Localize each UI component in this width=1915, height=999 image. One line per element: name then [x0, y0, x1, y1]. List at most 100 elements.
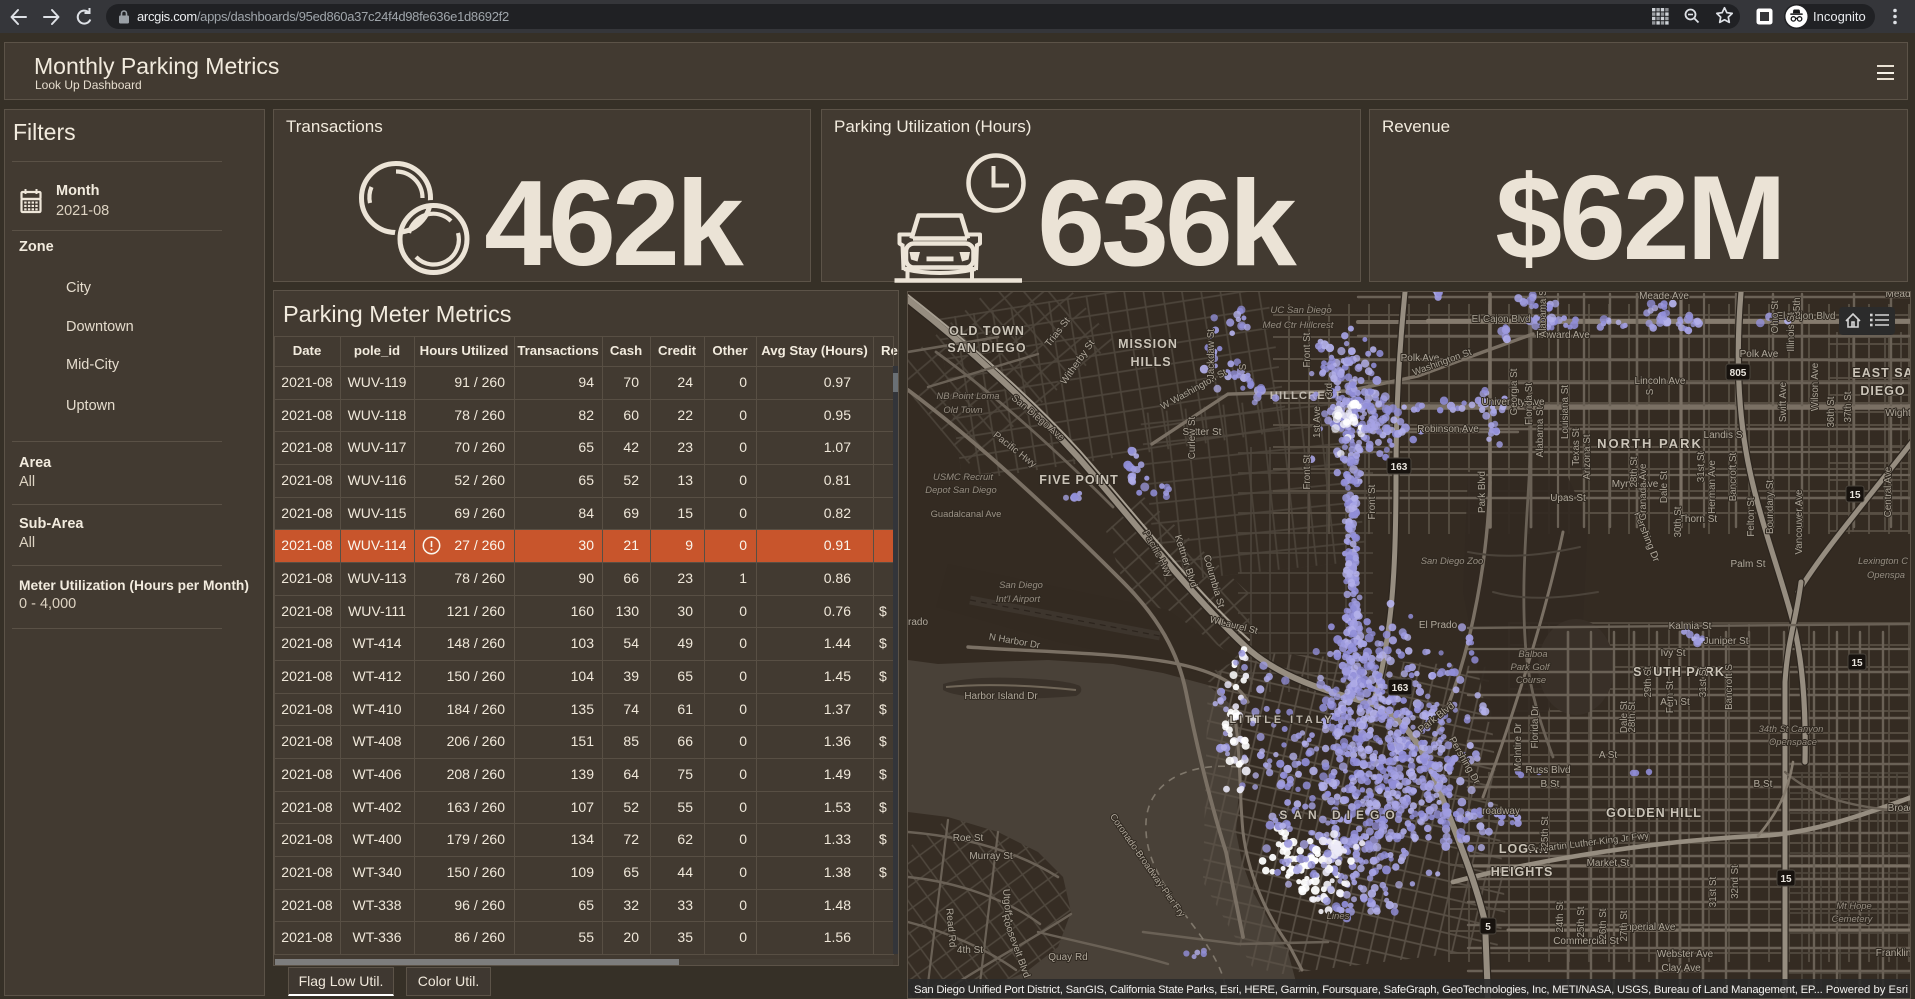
- svg-text:Polk Ave: Polk Ave: [1740, 349, 1779, 360]
- svg-text:B St: B St: [1754, 779, 1773, 790]
- svg-text:GOLDEN HILL: GOLDEN HILL: [1606, 806, 1702, 820]
- svg-text:34th St Canyon: 34th St Canyon: [1759, 723, 1824, 734]
- svg-text:3rd: 3rd: [1324, 383, 1335, 397]
- svg-text:S: S: [1645, 388, 1656, 395]
- svg-text:Ash St: Ash St: [1660, 697, 1690, 708]
- svg-text:NB Point Loma: NB Point Loma: [936, 390, 999, 401]
- svg-text:Upas St: Upas St: [1550, 493, 1586, 504]
- svg-text:805: 805: [1730, 368, 1747, 379]
- svg-text:OLD TOWN: OLD TOWN: [949, 324, 1025, 338]
- svg-text:31st St: 31st St: [1696, 451, 1707, 482]
- svg-text:Alabama St: Alabama St: [1535, 406, 1546, 457]
- svg-text:Lexington C: Lexington C: [1858, 555, 1908, 566]
- svg-text:28th St: 28th St: [1627, 701, 1638, 732]
- svg-text:Broad: Broad: [1888, 803, 1911, 814]
- svg-text:MISSION: MISSION: [1118, 337, 1178, 351]
- svg-text:31st St: 31st St: [1698, 666, 1709, 697]
- svg-text:Harbor Island Dr: Harbor Island Dr: [964, 691, 1038, 702]
- svg-text:McIntire Dr: McIntire Dr: [1513, 722, 1524, 771]
- svg-text:Vancouver Ave: Vancouver Ave: [1794, 489, 1805, 555]
- svg-text:Granada Ave: Granada Ave: [1638, 463, 1649, 521]
- svg-text:LOGAN: LOGAN: [1499, 842, 1549, 856]
- svg-text:Myrtle Ave: Myrtle Ave: [1612, 479, 1659, 490]
- svg-text:LITTLE ITALY: LITTLE ITALY: [1230, 714, 1335, 726]
- svg-text:B St: B St: [1541, 779, 1560, 790]
- svg-text:Jackdaw St: Jackdaw St: [1206, 329, 1217, 379]
- svg-text:Imperial Ave: Imperial Ave: [1621, 922, 1676, 933]
- svg-text:Clay Ave: Clay Ave: [1661, 963, 1701, 974]
- svg-text:HEIGHTS: HEIGHTS: [1491, 865, 1554, 879]
- svg-text:29th St: 29th St: [1643, 666, 1654, 697]
- svg-text:Openspa: Openspa: [1867, 569, 1905, 580]
- svg-text:Alabama St: Alabama St: [1538, 292, 1549, 337]
- svg-text:Utgoff Ave: Utgoff Ave: [1000, 888, 1015, 935]
- svg-text:Ohio St: Ohio St: [1770, 300, 1781, 333]
- svg-text:Florida St: Florida St: [1524, 383, 1535, 425]
- svg-text:Dale St: Dale St: [1619, 701, 1630, 733]
- svg-text:Boundary St: Boundary St: [1765, 480, 1776, 534]
- svg-text:A St: A St: [1599, 750, 1618, 761]
- svg-text:Lines: Lines: [1327, 911, 1350, 922]
- svg-text:Russ Blvd: Russ Blvd: [1525, 765, 1570, 776]
- svg-text:DIEGO: DIEGO: [1860, 384, 1905, 398]
- svg-text:University Ave: University Ave: [1481, 397, 1545, 408]
- svg-text:Texas St: Texas St: [1571, 428, 1582, 466]
- svg-text:Mead: Mead: [1885, 292, 1910, 300]
- svg-text:HILLCREST: HILLCREST: [1270, 390, 1342, 402]
- svg-text:Wight: Wight: [1885, 408, 1911, 419]
- svg-text:Ivy St: Ivy St: [1660, 648, 1685, 659]
- svg-text:SAN DIEGO: SAN DIEGO: [947, 341, 1026, 355]
- svg-text:Herman Ave: Herman Ave: [1707, 460, 1718, 514]
- svg-text:Mt Hope: Mt Hope: [1836, 900, 1871, 911]
- svg-text:S: S: [1238, 363, 1249, 370]
- svg-text:Sutter St: Sutter St: [1183, 427, 1222, 438]
- svg-text:Swift Ave: Swift Ave: [1778, 381, 1789, 422]
- svg-text:Commercial St: Commercial St: [1553, 936, 1619, 947]
- svg-text:SAN DIEGO: SAN DIEGO: [1279, 808, 1400, 822]
- svg-text:Read Rd: Read Rd: [943, 908, 957, 948]
- svg-text:Quay Rd: Quay Rd: [1048, 952, 1087, 963]
- svg-text:Front St: Front St: [1302, 454, 1313, 489]
- svg-text:San Diego Unified Port Distric: San Diego Unified Port District, SanGIS,…: [914, 984, 1823, 996]
- svg-text:37th St: 37th St: [1843, 391, 1854, 422]
- svg-text:El Prado: El Prado: [1419, 620, 1458, 631]
- svg-text:SOUTH PARK: SOUTH PARK: [1633, 665, 1725, 679]
- svg-text:Market St: Market St: [1587, 858, 1630, 869]
- svg-text:Howard Ave: Howard Ave: [1536, 330, 1590, 341]
- svg-text:Kalmia St: Kalmia St: [1669, 621, 1712, 632]
- svg-text:4th St: 4th St: [957, 945, 983, 956]
- svg-text:Landis S: Landis S: [1704, 430, 1743, 441]
- svg-text:163: 163: [1391, 462, 1408, 473]
- svg-text:El Cajon Blvd: El Cajon Blvd: [1472, 314, 1531, 325]
- svg-text:UC San Diego: UC San Diego: [1270, 305, 1332, 316]
- svg-text:Front St: Front St: [1367, 484, 1378, 519]
- svg-text:HILLS: HILLS: [1130, 355, 1171, 369]
- svg-text:Park Golf: Park Golf: [1510, 661, 1550, 672]
- svg-text:Robinson Ave: Robinson Ave: [1417, 424, 1479, 435]
- svg-text:25th St: 25th St: [1576, 906, 1587, 937]
- svg-text:Felton St: Felton St: [1746, 497, 1757, 536]
- svg-text:Balboa: Balboa: [1518, 648, 1547, 659]
- svg-text:Thorn St: Thorn St: [1679, 514, 1718, 525]
- svg-text:Powered by Esri: Powered by Esri: [1826, 984, 1908, 996]
- svg-text:Front St: Front St: [1302, 332, 1313, 367]
- svg-text:Roe St: Roe St: [953, 833, 984, 844]
- svg-text:Depot San Diego: Depot San Diego: [925, 484, 996, 495]
- svg-text:Bancroft St: Bancroft St: [1728, 452, 1739, 501]
- svg-text:Arizona St: Arizona St: [1582, 434, 1593, 479]
- svg-text:Lincoln Ave: Lincoln Ave: [1635, 376, 1686, 387]
- svg-text:25th St: 25th St: [1540, 816, 1551, 847]
- svg-text:USMC Recruit: USMC Recruit: [933, 471, 993, 482]
- svg-text:27th St: 27th St: [1619, 910, 1630, 941]
- svg-text:Palm St: Palm St: [1730, 559, 1765, 570]
- svg-text:Int'l Airport: Int'l Airport: [996, 593, 1041, 604]
- svg-text:30th St: 30th St: [1673, 506, 1684, 537]
- svg-text:32nd St: 32nd St: [1730, 865, 1741, 899]
- svg-text:Central Ave: Central Ave: [1883, 466, 1894, 517]
- svg-text:36th St: 36th St: [1826, 396, 1837, 427]
- svg-text:24th St: 24th St: [1555, 901, 1566, 932]
- svg-text:163: 163: [1392, 683, 1409, 694]
- svg-text:Park Blvd: Park Blvd: [1477, 471, 1488, 513]
- svg-text:Course: Course: [1516, 674, 1546, 685]
- svg-text:Louisiana St: Louisiana St: [1560, 385, 1571, 439]
